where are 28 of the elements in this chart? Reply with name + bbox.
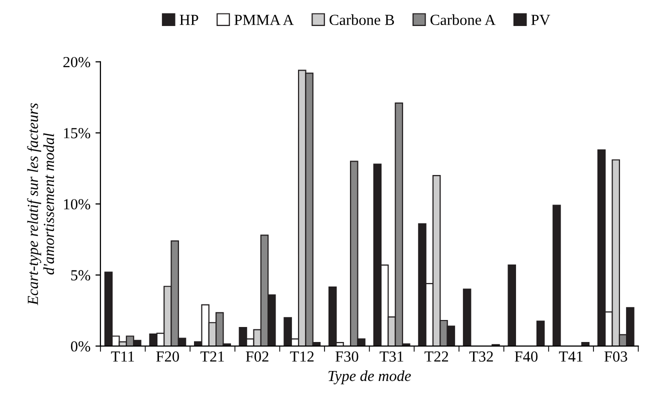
y-axis-title: Ecart-type relatif sur les facteurs d'amortissement modal (27, 103, 54, 306)
legend-label: HP (180, 14, 198, 25)
legend-label: PV (531, 14, 550, 26)
bar (508, 264, 516, 346)
x-tick-label: F20 (156, 351, 179, 362)
x-tick-label: T21 (200, 351, 224, 362)
x-tick-label: T32 (469, 351, 493, 362)
y-tick-label: 20% (63, 56, 90, 68)
y-tick-label: 10% (64, 199, 90, 210)
x-tick-label: F02 (246, 351, 268, 362)
x-tick-label: F03 (604, 351, 628, 362)
bar (552, 204, 561, 346)
x-axis-title: Type de mode (328, 370, 411, 384)
y-tick-label: 15% (64, 128, 90, 138)
x-tick-label: T31 (380, 351, 404, 362)
legend-label: Carbone A (430, 14, 496, 26)
x-tick-label: F30 (336, 351, 358, 362)
x-tick-label: T22 (424, 351, 448, 362)
x-tick-label: T12 (290, 351, 314, 362)
x-tick-label: F40 (514, 351, 538, 362)
bar (536, 320, 545, 346)
legend-label: PMMA A (234, 14, 294, 25)
bar (462, 288, 472, 346)
x-tick-label: T41 (559, 351, 582, 362)
legend-label: Carbone B (330, 14, 394, 26)
x-tick-label: T11 (111, 351, 134, 362)
y-tick-label: 5% (71, 270, 90, 281)
y-tick-label: 0% (70, 341, 90, 352)
